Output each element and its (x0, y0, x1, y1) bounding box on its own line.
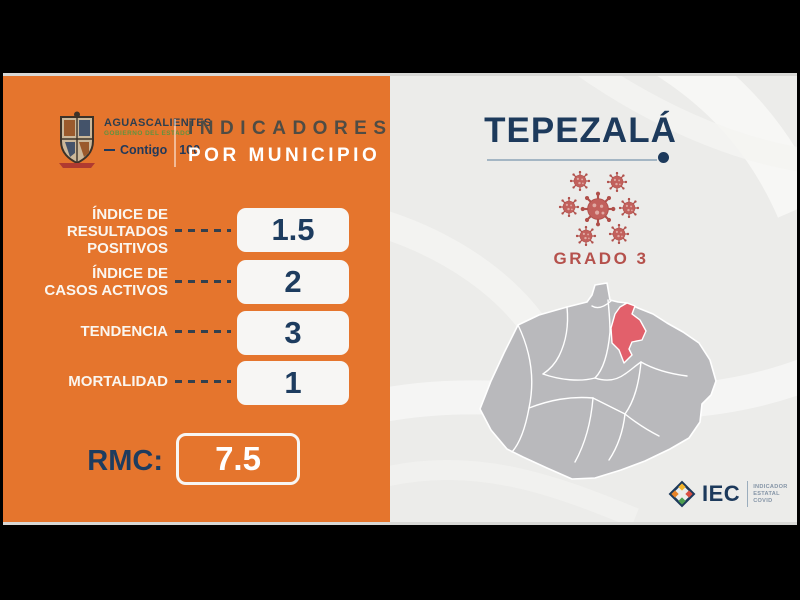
aguascalientes-coat-of-arms-icon (59, 111, 95, 168)
iec-acronym: IEC (702, 481, 741, 506)
brand-government-line: GOBIERNO DEL ESTADO (104, 130, 191, 137)
brand-state-name: AGUASCALIENTES (104, 117, 212, 129)
title-dot-icon (658, 152, 669, 163)
infographic-slide: AGUASCALIENTES GOBIERNO DEL ESTADO Conti… (3, 73, 797, 525)
slide-bottom-edge (3, 522, 797, 525)
indicators-panel: AGUASCALIENTES GOBIERNO DEL ESTADO Conti… (3, 73, 390, 525)
indicator-label-mortality: MORTALIDAD (68, 373, 168, 390)
indicator-label-trend: TENDENCIA (80, 323, 168, 340)
slide-top-edge (3, 73, 797, 76)
brand-campaign: Contigo 100 (104, 143, 212, 157)
indicator-value-positivity: 1.5 (237, 208, 349, 252)
indicator-label-active-cases: ÍNDICE DE CASOS ACTIVOS (44, 265, 168, 299)
panel-title-line1: INDICADORES (188, 118, 393, 139)
indicator-value-active-cases: 2 (237, 260, 349, 304)
iec-caption: INDICADOR ESTATAL COVID (753, 483, 788, 504)
panel-title: INDICADORES POR MUNICIPIO (188, 118, 393, 167)
iec-logo-divider (747, 481, 749, 507)
government-brand: AGUASCALIENTES GOBIERNO DEL ESTADO Conti… (104, 117, 212, 157)
dashed-leader-line (175, 380, 231, 383)
state-shape (479, 282, 717, 480)
municipality-borders (511, 299, 688, 463)
campaign-dash-icon (104, 149, 115, 151)
dashed-leader-line (175, 330, 231, 333)
highlighted-municipality-tepezala (610, 302, 647, 364)
grade-label: GRADO 3 (553, 249, 649, 268)
campaign-number: 100 (179, 143, 201, 157)
iec-diamond-icon (668, 480, 696, 508)
title-underline (487, 159, 657, 161)
iec-logo: IEC INDICADOR ESTATAL COVID (667, 479, 788, 509)
rmc-label: RMC: (87, 445, 163, 477)
indicator-label-positivity: ÍNDICE DE RESULTADOS POSITIVOS (66, 206, 168, 257)
indicator-value-mortality: 1 (237, 361, 349, 405)
municipality-name: TEPEZALÁ (484, 111, 677, 150)
state-map (479, 282, 717, 480)
virus-cluster-icon (558, 170, 640, 247)
dashed-leader-line (175, 280, 231, 283)
header-divider (174, 119, 176, 167)
campaign-word: Contigo (120, 143, 168, 157)
panel-title-line2: POR MUNICIPIO (188, 145, 381, 166)
dashed-leader-line (175, 229, 231, 232)
rmc-value-box: 7.5 (176, 433, 300, 485)
indicator-value-trend: 3 (237, 311, 349, 355)
